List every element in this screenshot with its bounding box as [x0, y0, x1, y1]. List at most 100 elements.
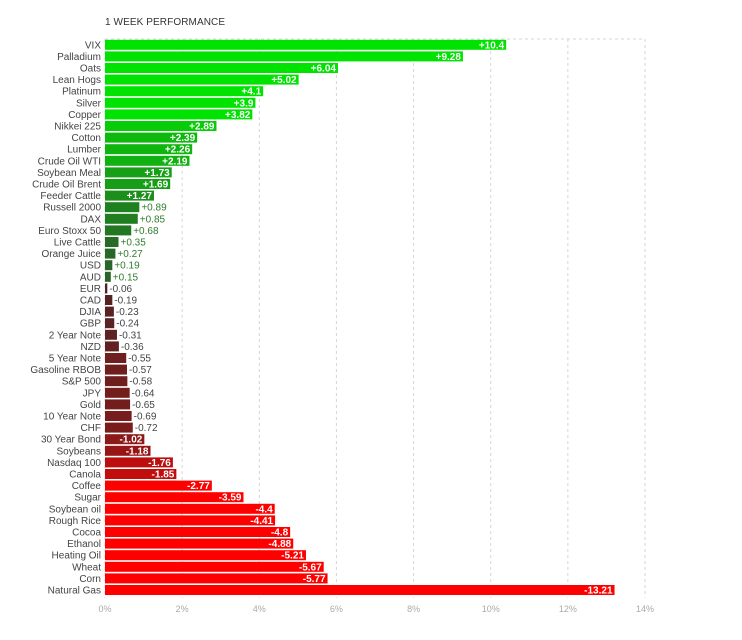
x-tick-label: 2%	[176, 604, 189, 614]
x-tick-label: 8%	[407, 604, 420, 614]
category-label: Canola	[69, 470, 101, 481]
value-label: +2.26	[165, 145, 191, 156]
bar	[105, 573, 328, 584]
x-axis-ticks: 0% 2% 4% 6% 8% 10% 12% 14%	[98, 604, 654, 614]
bar	[105, 86, 264, 97]
category-label: Soybeans	[57, 446, 101, 457]
category-label: Oats	[80, 64, 101, 75]
category-label: Soybean Meal	[37, 168, 101, 179]
category-label: Sugar	[74, 493, 101, 504]
value-label: -0.65	[132, 400, 155, 411]
category-label: Crude Oil WTI	[38, 156, 101, 167]
category-label: Orange Juice	[42, 249, 102, 260]
category-label: 2 Year Note	[49, 330, 102, 341]
value-label: -0.31	[119, 330, 142, 341]
category-label: Ethanol	[67, 539, 101, 550]
value-label: -0.24	[116, 319, 139, 330]
value-label: -0.36	[121, 342, 144, 353]
category-label: CAD	[80, 296, 101, 307]
bar	[105, 63, 338, 73]
category-label: Euro Stoxx 50	[38, 226, 101, 237]
category-label: CHF	[80, 423, 101, 434]
category-label: USD	[80, 261, 101, 272]
category-label: 10 Year Note	[43, 412, 101, 423]
category-label: DJIA	[79, 307, 101, 318]
value-label: -1.85	[152, 470, 175, 481]
bar	[105, 364, 127, 375]
category-label: AUD	[80, 272, 101, 283]
chart-title: 1 WEEK PERFORMANCE	[105, 17, 226, 28]
value-label: -0.23	[116, 307, 139, 318]
category-label: EUR	[80, 284, 101, 295]
bar	[105, 585, 615, 595]
value-label: -4.4	[255, 504, 273, 515]
x-tick-label: 0%	[98, 604, 111, 614]
value-label: +0.27	[117, 249, 143, 260]
bar	[105, 260, 113, 271]
x-tick-label: 14%	[636, 604, 654, 614]
category-label: 30 Year Bond	[41, 435, 101, 446]
category-label: Corn	[79, 574, 101, 585]
bar	[105, 283, 108, 294]
bar	[105, 387, 130, 398]
category-label: Nasdaq 100	[47, 458, 101, 469]
value-label: +1.69	[143, 180, 169, 191]
category-label: Copper	[68, 110, 101, 121]
category-label: JPY	[83, 388, 102, 399]
bar	[105, 167, 172, 178]
value-label: -0.55	[128, 354, 151, 365]
category-label: NZD	[80, 342, 101, 353]
value-label: +0.35	[121, 238, 147, 249]
bar	[105, 121, 217, 131]
value-label: -0.64	[132, 388, 155, 399]
category-label: Platinum	[62, 87, 101, 98]
bar	[105, 144, 193, 155]
bar	[105, 318, 115, 329]
value-label: -1.02	[120, 435, 143, 446]
value-label: +3.82	[225, 110, 251, 121]
value-label: +3.9	[234, 98, 254, 109]
value-label: -1.76	[148, 458, 171, 469]
bar	[105, 469, 177, 479]
value-label: -0.57	[129, 365, 152, 376]
grid-lines	[104, 38, 646, 598]
bar	[105, 237, 119, 247]
value-label: -4.8	[271, 528, 289, 539]
bar	[105, 422, 133, 433]
category-label: Wheat	[72, 562, 101, 573]
value-label: +6.04	[311, 64, 337, 75]
bar	[105, 561, 324, 572]
category-label: Lean Hogs	[53, 75, 101, 86]
bar	[105, 225, 132, 236]
bar	[105, 109, 253, 120]
category-label: Gasoline RBOB	[30, 365, 101, 376]
category-label: GBP	[80, 319, 101, 330]
category-label: Coffee	[72, 481, 102, 492]
value-label: +0.19	[114, 261, 140, 272]
value-label: -4.41	[250, 516, 273, 527]
category-label: Cotton	[72, 133, 101, 144]
value-label: -0.06	[109, 284, 132, 295]
value-label: -5.77	[303, 574, 326, 585]
category-label: Nikkei 225	[54, 122, 101, 133]
bar	[105, 492, 244, 503]
bar	[105, 376, 128, 387]
bar	[105, 132, 198, 143]
bar	[105, 329, 117, 340]
category-label: Cocoa	[72, 528, 101, 539]
bar	[105, 411, 132, 421]
value-label: +1.73	[144, 168, 170, 179]
value-label: -2.77	[187, 481, 210, 492]
bar	[105, 341, 119, 352]
x-tick-label: 12%	[559, 604, 577, 614]
bar	[105, 202, 140, 213]
x-tick-label: 4%	[253, 604, 266, 614]
value-label: +0.68	[133, 226, 159, 237]
category-label: Soybean oil	[49, 504, 101, 515]
value-label: -13.21	[584, 586, 613, 597]
value-label: +10.4	[479, 40, 505, 51]
value-labels: +10.4+9.28+6.04+5.02+4.1+3.9+3.82+2.89+2…	[109, 40, 613, 596]
bar	[105, 480, 212, 491]
value-label: +2.39	[170, 133, 196, 144]
